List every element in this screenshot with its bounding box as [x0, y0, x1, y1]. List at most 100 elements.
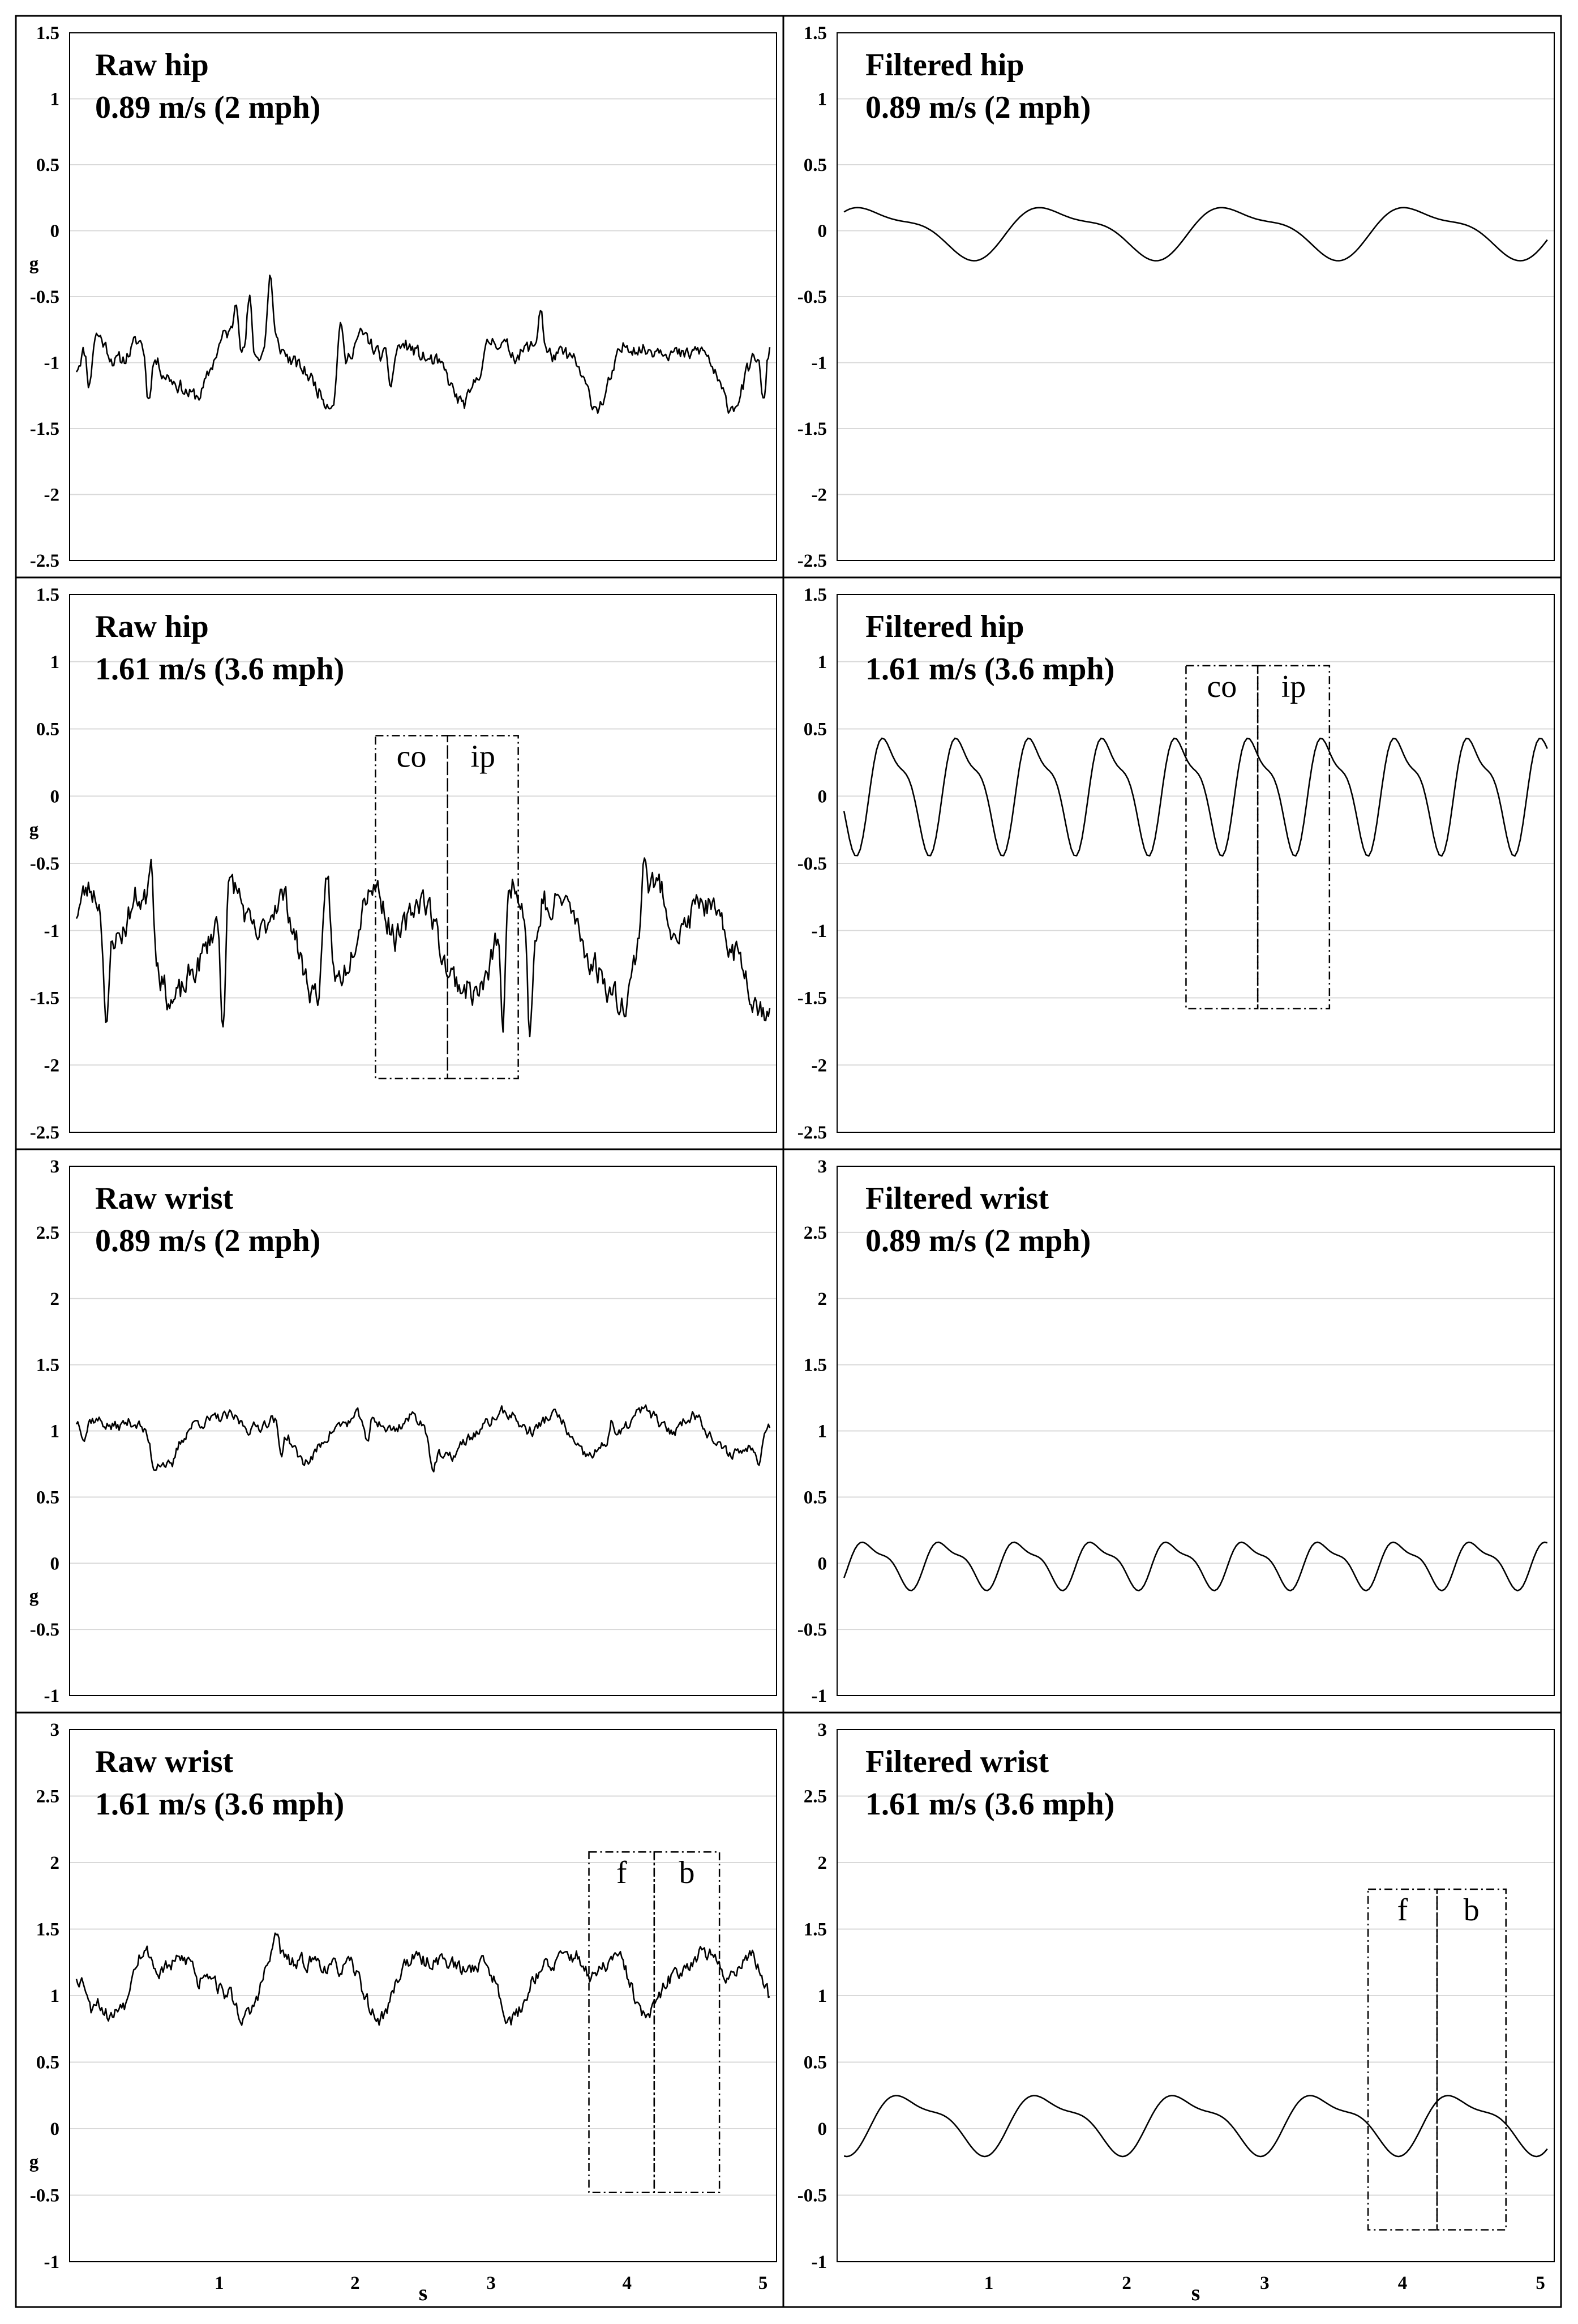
chart-subtitle: 0.89 m/s (2 mph) [95, 1223, 320, 1259]
y-tick-label: -1.5 [797, 419, 827, 439]
chart-subtitle: 0.89 m/s (2 mph) [95, 90, 320, 125]
y-tick-label: -1.5 [797, 988, 827, 1009]
y-tick-label: -2 [44, 485, 60, 506]
y-tick-label: -0.5 [797, 1620, 827, 1640]
y-tick-label: -1 [44, 353, 60, 374]
plot-area [837, 1729, 1555, 2262]
y-tick-label: 3 [50, 1157, 60, 1177]
plot-area [837, 594, 1555, 1133]
y-tick-label: -1 [812, 2252, 827, 2272]
x-tick-label: 1 [984, 2273, 994, 2293]
y-tick-label: 1 [818, 89, 827, 110]
plot-area [837, 1166, 1555, 1696]
series-line [75, 857, 771, 1038]
x-tick-label: 3 [486, 2273, 496, 2293]
annotation-box [447, 735, 519, 1080]
y-tick-label: 0.5 [804, 155, 827, 176]
y-tick-label: 3 [818, 1720, 827, 1740]
y-tick-label: -0.5 [797, 854, 827, 874]
y-tick-label: 0 [818, 786, 827, 807]
x-tick-label: 4 [1398, 2273, 1408, 2293]
y-tick-label: -2.5 [30, 1123, 59, 1143]
y-tick-label: -1 [44, 921, 60, 941]
annotation-box-label: f [616, 1855, 627, 1890]
y-tick-label: 0 [50, 1553, 60, 1574]
y-tick-label: -1 [812, 1686, 827, 1706]
chart-title: Filtered wrist [865, 1181, 1049, 1216]
y-tick-label: -0.5 [797, 287, 827, 307]
chart-title: Filtered hip [865, 48, 1024, 83]
x-axis-label: s [419, 2280, 428, 2305]
x-tick-label: 4 [623, 2273, 632, 2293]
annotation-box [1367, 1888, 1438, 2231]
series-line [75, 1404, 771, 1473]
chart-subtitle: 0.89 m/s (2 mph) [865, 90, 1091, 125]
plot-area [69, 594, 777, 1133]
chart-subtitle: 1.61 m/s (3.6 mph) [865, 652, 1114, 687]
chart-title: Raw wrist [95, 1744, 234, 1779]
chart-panel: 3 2.5 2 1.5 1 0.5 0 -0.5 -1 Filtered wrist 0.89 m/… [782, 1148, 1562, 1714]
series-line [75, 275, 771, 414]
annotation-box [1257, 665, 1331, 1009]
chart-subtitle: 1.61 m/s (3.6 mph) [95, 1787, 344, 1822]
y-tick-label: 1 [818, 652, 827, 673]
y-tick-label: 2 [818, 1289, 827, 1309]
chart-title: Raw hip [95, 609, 209, 644]
y-tick-label: 1 [50, 1422, 60, 1442]
y-axis-label: g [29, 820, 39, 840]
plot-area [69, 32, 777, 561]
chart-subtitle: 1.61 m/s (3.6 mph) [865, 1787, 1114, 1822]
y-tick-label: 2.5 [804, 1787, 827, 1807]
x-tick-label: 5 [1536, 2273, 1545, 2293]
y-tick-label: 1.5 [804, 23, 827, 44]
annotation-box-label: b [679, 1855, 694, 1890]
y-tick-label: 0 [50, 221, 60, 242]
chart-subtitle: 0.89 m/s (2 mph) [865, 1223, 1091, 1259]
y-tick-label: 1.5 [36, 1920, 59, 1940]
chart-subtitle: 1.61 m/s (3.6 mph) [95, 652, 344, 687]
series-line [843, 207, 1548, 262]
y-tick-label: 1.5 [804, 585, 827, 605]
chart-title: Filtered wrist [865, 1744, 1049, 1779]
y-tick-label: 1.5 [36, 23, 59, 44]
plot-area [837, 32, 1555, 561]
y-tick-label: 2 [50, 1289, 60, 1309]
chart-panel: 1.5 1 0.5 0 -0.5 -1 -1.5 -2 -2.5 g co ip Raw hip 1.61… [15, 576, 784, 1150]
y-tick-label: 0 [818, 2119, 827, 2139]
y-tick-label: 1 [50, 1986, 60, 2006]
y-axis-label: g [29, 254, 39, 274]
x-tick-label: 2 [350, 2273, 360, 2293]
y-tick-label: -1.5 [30, 988, 59, 1009]
y-tick-label: 0.5 [36, 155, 59, 176]
annotation-box-label: b [1464, 1893, 1480, 1928]
y-tick-label: 1.5 [36, 585, 59, 605]
y-tick-label: -1 [44, 2252, 60, 2272]
series-line [843, 1541, 1548, 1591]
annotation-box-label: co [1207, 669, 1237, 704]
x-tick-label: 3 [1260, 2273, 1270, 2293]
panels-group: 1.5 1 0.5 0 -0.5 -1 -1.5 -2 -2.5 g Raw hip 0.89 m/s… [15, 15, 1562, 2308]
chart-panel: 3 2.5 2 1.5 1 0.5 0 -0.5 -1 1 2 3 4 5 s f b Filtered wris… [782, 1711, 1562, 2308]
y-tick-label: 0 [50, 2119, 60, 2139]
chart-title: Filtered hip [865, 609, 1024, 644]
y-tick-label: -1.5 [30, 419, 59, 439]
y-tick-label: 3 [50, 1720, 60, 1740]
y-tick-label: -0.5 [30, 2186, 59, 2206]
chart-panel: 3 2.5 2 1.5 1 0.5 0 -0.5 -1 g Raw wrist 0.89 m/s (2… [15, 1148, 784, 1714]
y-tick-label: -2.5 [30, 551, 59, 571]
chart-title: Raw hip [95, 48, 209, 83]
y-tick-label: -2 [812, 1055, 827, 1076]
y-tick-label: -0.5 [30, 854, 59, 874]
y-tick-label: 1 [50, 652, 60, 673]
x-tick-label: 2 [1122, 2273, 1131, 2293]
annotation-box [1436, 1888, 1507, 2231]
y-tick-label: 2.5 [36, 1787, 59, 1807]
annotation-box [1185, 665, 1259, 1009]
y-tick-label: -0.5 [30, 287, 59, 307]
y-tick-label: -1 [812, 921, 827, 941]
series-line [843, 2095, 1548, 2158]
y-tick-label: 1 [50, 89, 60, 110]
annotation-box-label: f [1397, 1893, 1408, 1928]
